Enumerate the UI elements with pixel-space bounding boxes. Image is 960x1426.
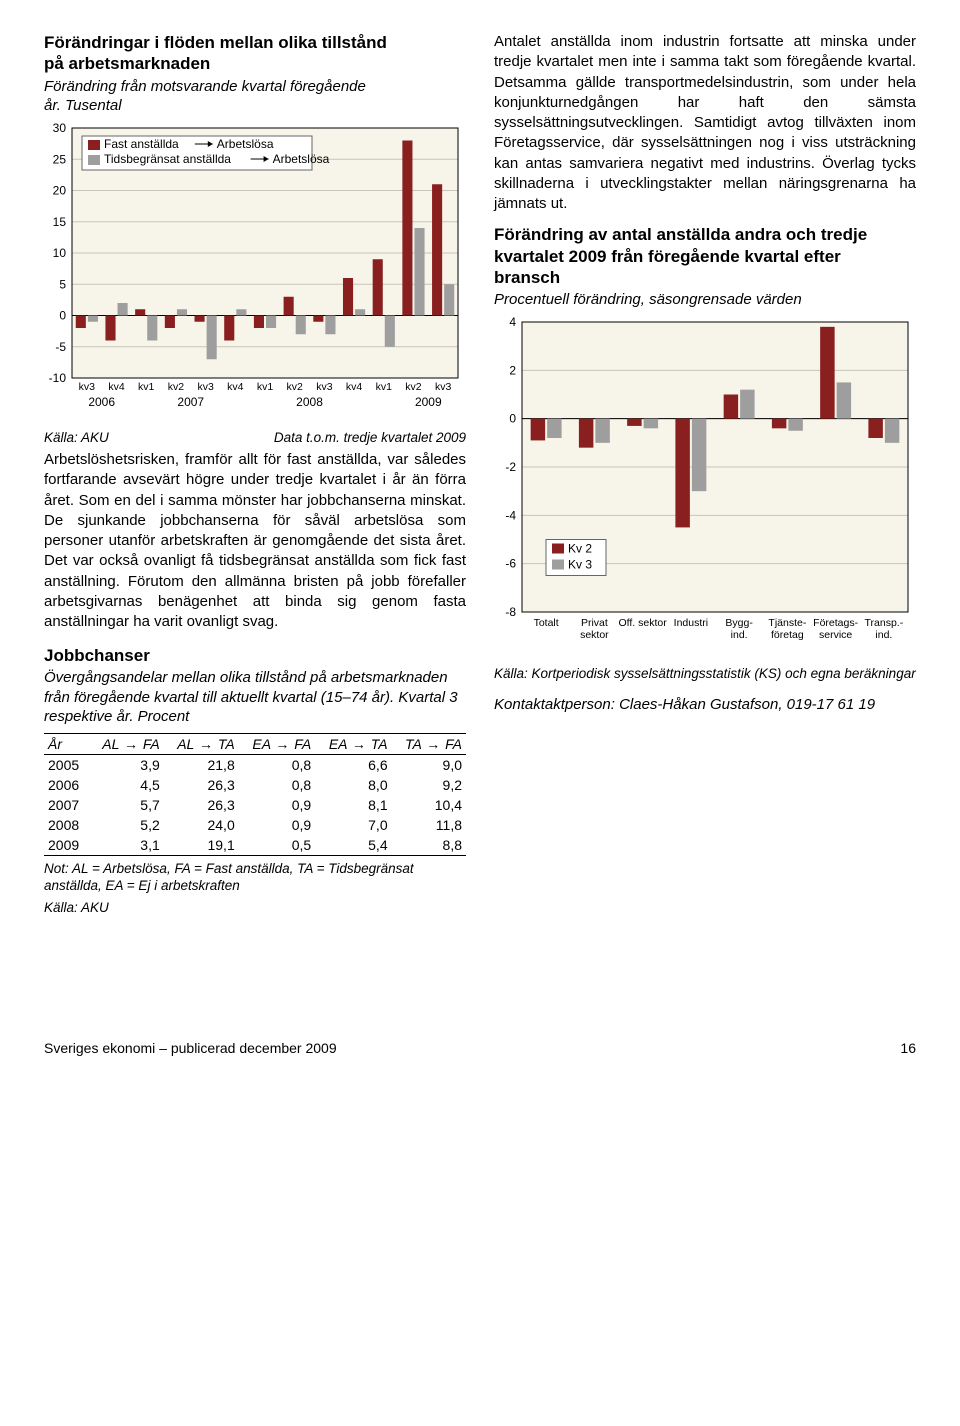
svg-text:-2: -2 — [505, 460, 516, 474]
chart1-subtitle: Förändring från motsvarande kvartal före… — [44, 77, 466, 116]
svg-text:Off. sektor: Off. sektor — [619, 617, 668, 629]
svg-text:2007: 2007 — [177, 395, 204, 409]
svg-text:sektor: sektor — [580, 629, 609, 641]
svg-text:kv2: kv2 — [287, 381, 304, 393]
svg-text:Privat: Privat — [581, 617, 608, 629]
chart2-source: Källa: Kortperiodisk sysselsättningsstat… — [494, 665, 916, 683]
contact-line: Kontaktaktperson: Claes-Håkan Gustafson,… — [494, 696, 916, 713]
svg-text:4: 4 — [509, 316, 516, 329]
page-footer: Sveriges ekonomi – publicerad december 2… — [44, 1040, 916, 1056]
svg-text:Arbetslösa: Arbetslösa — [273, 152, 330, 166]
svg-text:kv1: kv1 — [257, 381, 274, 393]
left-para1: Arbetslöshetsrisken, framför allt för fa… — [44, 450, 466, 632]
chart1: -10 -5 0 5 10 15 20 25 30 kv3 kv4 kv1 kv2 kv3 kv4 kv1 kv… — [44, 122, 466, 427]
chart1-title: Förändringar i flöden mellan olika tills… — [44, 32, 466, 75]
svg-text:Företags-: Företags- — [813, 617, 858, 629]
right-para1: Antalet anställda inom industrin fortsat… — [494, 32, 916, 214]
svg-text:kv3: kv3 — [79, 381, 96, 393]
table-intro: Övergångsandelar mellan olika tillstånd … — [44, 668, 466, 727]
svg-text:Transp.-: Transp.- — [865, 617, 904, 629]
svg-text:Kv 2: Kv 2 — [568, 541, 592, 555]
svg-text:kv3: kv3 — [435, 381, 452, 393]
svg-text:Arbetslösa: Arbetslösa — [217, 137, 274, 151]
svg-text:2006: 2006 — [88, 395, 115, 409]
svg-text:-6: -6 — [505, 556, 516, 570]
svg-text:Totalt: Totalt — [534, 617, 559, 629]
svg-text:-5: -5 — [55, 339, 66, 353]
svg-text:ind.: ind. — [875, 629, 892, 641]
chart1-sources: Källa: AKU Data t.o.m. tredje kvartalet … — [44, 429, 466, 447]
svg-text:0: 0 — [509, 411, 516, 425]
svg-text:kv3: kv3 — [316, 381, 333, 393]
svg-text:10: 10 — [53, 246, 67, 260]
svg-text:kv4: kv4 — [227, 381, 244, 393]
svg-text:20: 20 — [53, 183, 67, 197]
svg-text:2009: 2009 — [415, 395, 442, 409]
footer-page: 16 — [900, 1040, 916, 1056]
svg-text:kv4: kv4 — [346, 381, 363, 393]
chart2-subtitle: Procentuell förändring, säsongrensade vä… — [494, 290, 916, 310]
svg-text:kv3: kv3 — [197, 381, 214, 393]
svg-text:2008: 2008 — [296, 395, 323, 409]
chart2-title: Förändring av antal anställda andra och … — [494, 224, 916, 288]
svg-text:kv2: kv2 — [168, 381, 185, 393]
svg-text:ind.: ind. — [731, 629, 748, 641]
svg-text:0: 0 — [59, 308, 66, 322]
svg-text:företag: företag — [771, 629, 804, 641]
svg-text:Kv 3: Kv 3 — [568, 557, 592, 571]
svg-text:kv1: kv1 — [376, 381, 393, 393]
svg-text:5: 5 — [59, 277, 66, 291]
svg-text:Tjänste-: Tjänste- — [768, 617, 806, 629]
svg-text:-8: -8 — [505, 605, 516, 619]
svg-text:30: 30 — [53, 122, 67, 135]
table-note2: Källa: AKU — [44, 899, 466, 917]
svg-text:Tidsbegränsat anställda: Tidsbegränsat anställda — [104, 152, 231, 166]
svg-text:15: 15 — [53, 214, 67, 228]
svg-text:kv4: kv4 — [108, 381, 125, 393]
table-note1: Not: AL = Arbetslösa, FA = Fast anställd… — [44, 860, 466, 895]
svg-text:2: 2 — [509, 363, 516, 377]
chart2: -8 -6 -4 -2 0 2 4 Totalt Privatsektor Off. sektor… — [494, 316, 916, 661]
svg-text:kv2: kv2 — [405, 381, 422, 393]
svg-text:-4: -4 — [505, 508, 516, 522]
svg-text:Industri: Industri — [674, 617, 708, 629]
svg-text:Bygg-: Bygg- — [725, 617, 753, 629]
footer-left: Sveriges ekonomi – publicerad december 2… — [44, 1040, 337, 1056]
svg-text:service: service — [819, 629, 852, 641]
svg-text:kv1: kv1 — [138, 381, 155, 393]
jobbchanser-table: ÅrAL → FAAL → TAEA → FAEA → TATA → FA200… — [44, 733, 466, 856]
svg-text:-10: -10 — [49, 371, 67, 385]
jobbchanser-head: Jobbchanser — [44, 646, 466, 666]
svg-text:Fast anställda: Fast anställda — [104, 137, 179, 151]
svg-text:25: 25 — [53, 152, 67, 166]
